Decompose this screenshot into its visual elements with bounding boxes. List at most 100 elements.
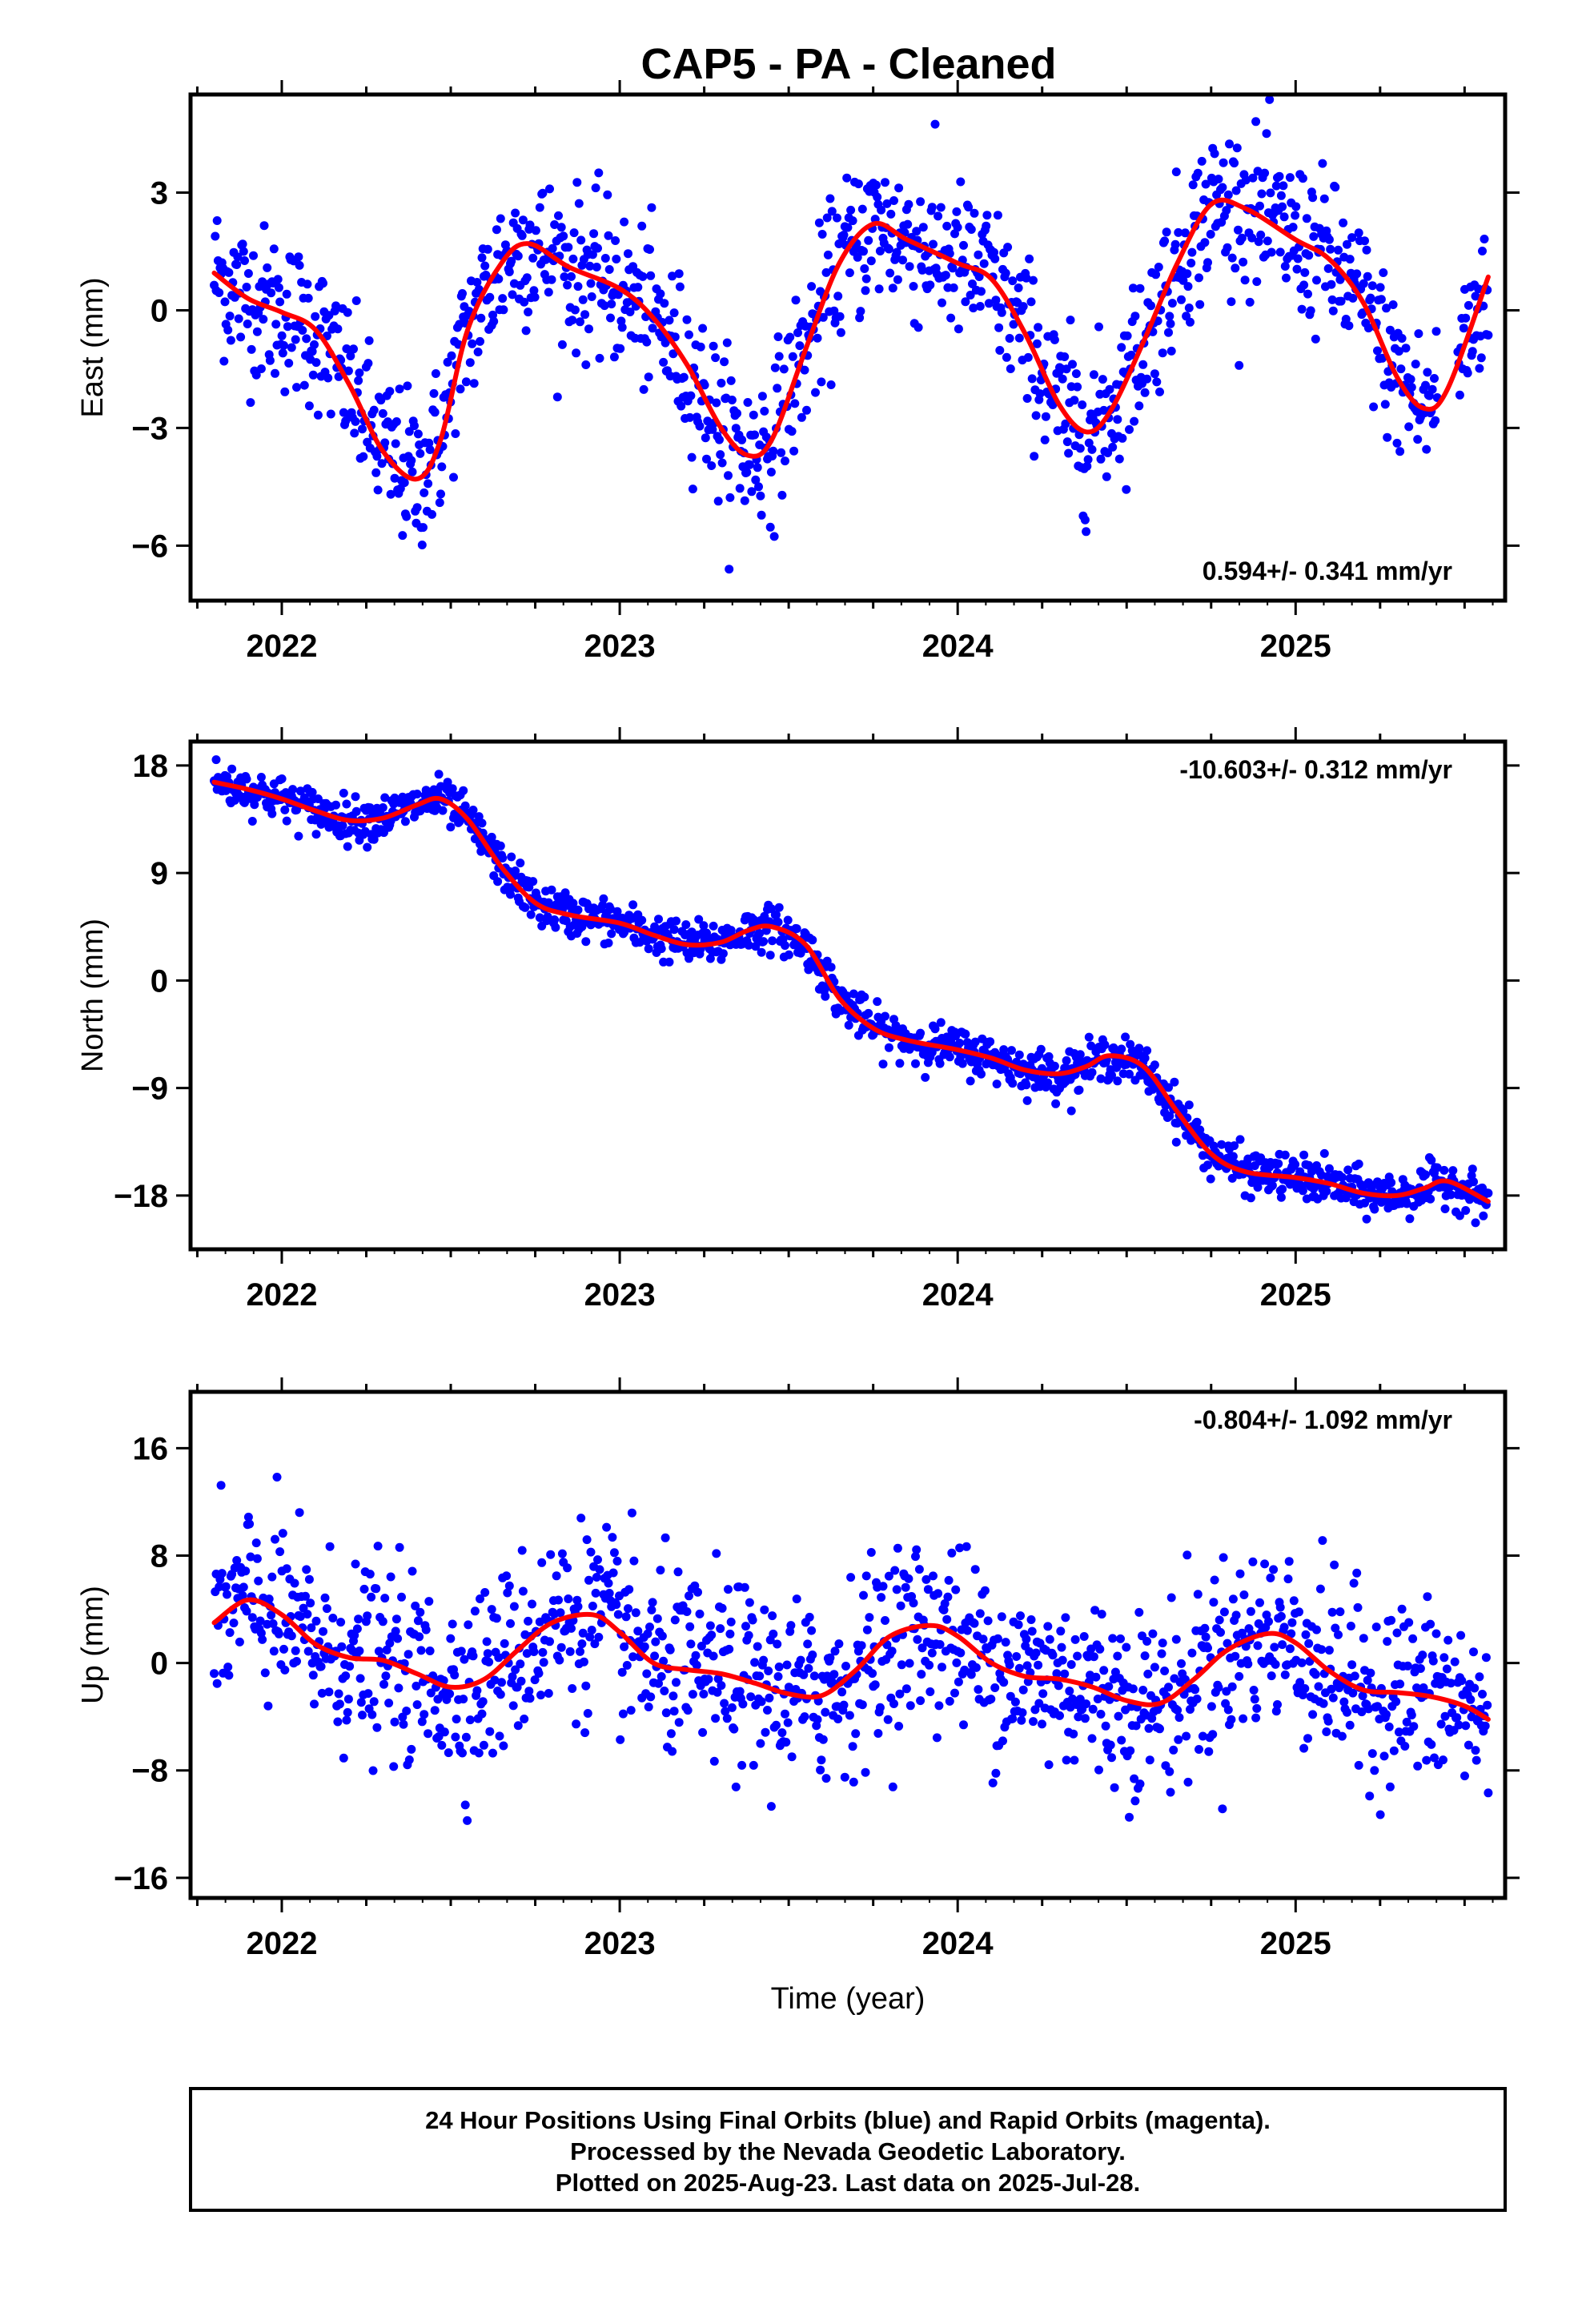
data-point	[355, 368, 364, 378]
data-point	[445, 1689, 455, 1699]
data-point	[492, 225, 501, 235]
data-point	[378, 1617, 387, 1626]
data-point	[889, 196, 898, 205]
data-point	[526, 910, 536, 919]
data-point	[769, 532, 779, 541]
data-point	[845, 1711, 854, 1720]
data-point	[604, 1589, 614, 1598]
data-point	[1273, 1700, 1282, 1709]
data-point	[415, 1632, 424, 1642]
data-point	[656, 944, 666, 954]
data-point	[905, 1659, 914, 1668]
data-point	[654, 1679, 663, 1688]
data-point	[1171, 167, 1181, 177]
data-point	[1215, 1615, 1224, 1625]
data-point	[1200, 238, 1210, 247]
data-point	[993, 1634, 1002, 1643]
data-point	[841, 1662, 850, 1671]
data-point	[522, 273, 532, 283]
data-point	[1101, 1721, 1110, 1731]
data-point	[351, 792, 360, 802]
data-point	[872, 180, 881, 190]
data-point	[572, 348, 581, 358]
data-point	[818, 1735, 828, 1744]
data-point	[950, 1688, 959, 1698]
footer-line-1: 24 Hour Positions Using Final Orbits (bl…	[425, 2106, 1271, 2134]
data-point	[437, 1740, 447, 1750]
data-point	[301, 1591, 310, 1601]
data-point	[1166, 1593, 1176, 1602]
data-point	[1148, 1629, 1158, 1638]
data-point	[918, 223, 928, 232]
data-point	[1165, 1767, 1174, 1776]
data-point	[759, 1655, 769, 1665]
data-point	[529, 1647, 539, 1656]
data-point	[961, 297, 970, 307]
data-point	[1350, 1671, 1359, 1681]
data-point	[1407, 383, 1416, 392]
data-point	[259, 315, 268, 324]
data-point	[842, 173, 852, 183]
data-point	[528, 877, 538, 887]
data-point	[1327, 1607, 1337, 1617]
data-point	[777, 448, 786, 457]
data-point	[975, 302, 985, 311]
data-point	[1150, 1060, 1159, 1070]
data-point	[894, 1722, 904, 1731]
data-point	[1339, 1697, 1349, 1707]
data-point	[1367, 281, 1377, 291]
data-point	[913, 323, 923, 332]
data-point	[569, 228, 579, 238]
data-point	[1436, 1719, 1446, 1729]
data-point	[1134, 1043, 1144, 1053]
data-point	[1150, 369, 1159, 379]
data-point	[750, 1658, 760, 1667]
data-point	[1302, 214, 1311, 223]
data-point	[480, 261, 490, 271]
data-point	[616, 1735, 625, 1744]
x-tick-label: 2025	[1260, 1926, 1331, 1961]
data-point	[877, 1593, 886, 1602]
data-point	[1303, 1734, 1312, 1743]
data-point	[917, 1670, 926, 1679]
data-point	[862, 1625, 872, 1634]
data-point	[355, 1674, 365, 1683]
data-point	[716, 450, 725, 460]
data-point	[1012, 1652, 1022, 1661]
data-point	[264, 1594, 274, 1604]
data-point	[291, 1646, 300, 1655]
data-point	[349, 344, 358, 354]
data-point	[1140, 1053, 1150, 1063]
data-point	[1235, 1135, 1245, 1144]
data-point	[1251, 1713, 1261, 1723]
data-point	[557, 1549, 567, 1558]
data-point	[1239, 1590, 1249, 1599]
data-point	[1084, 1032, 1094, 1042]
data-point	[1402, 1199, 1411, 1208]
data-point	[235, 1637, 244, 1647]
data-point	[1400, 1742, 1410, 1751]
data-point	[1083, 455, 1093, 464]
data-point	[380, 438, 390, 448]
data-point	[833, 292, 843, 301]
data-point	[1430, 1753, 1439, 1763]
data-point	[1026, 1615, 1036, 1624]
data-point	[1322, 1727, 1331, 1736]
data-point	[373, 1542, 383, 1551]
data-point	[246, 1552, 255, 1562]
data-point	[568, 1684, 577, 1693]
data-point	[881, 1011, 889, 1021]
data-point	[1442, 1664, 1452, 1674]
data-point	[591, 183, 600, 193]
data-point	[1232, 143, 1242, 153]
data-point	[307, 787, 317, 797]
data-point	[627, 1508, 636, 1518]
data-point	[1479, 1211, 1488, 1220]
data-point	[482, 1637, 492, 1647]
data-point	[865, 1613, 874, 1622]
data-point	[1455, 1211, 1464, 1220]
data-point	[1106, 1740, 1115, 1750]
data-point	[855, 313, 865, 323]
data-point	[238, 239, 247, 249]
